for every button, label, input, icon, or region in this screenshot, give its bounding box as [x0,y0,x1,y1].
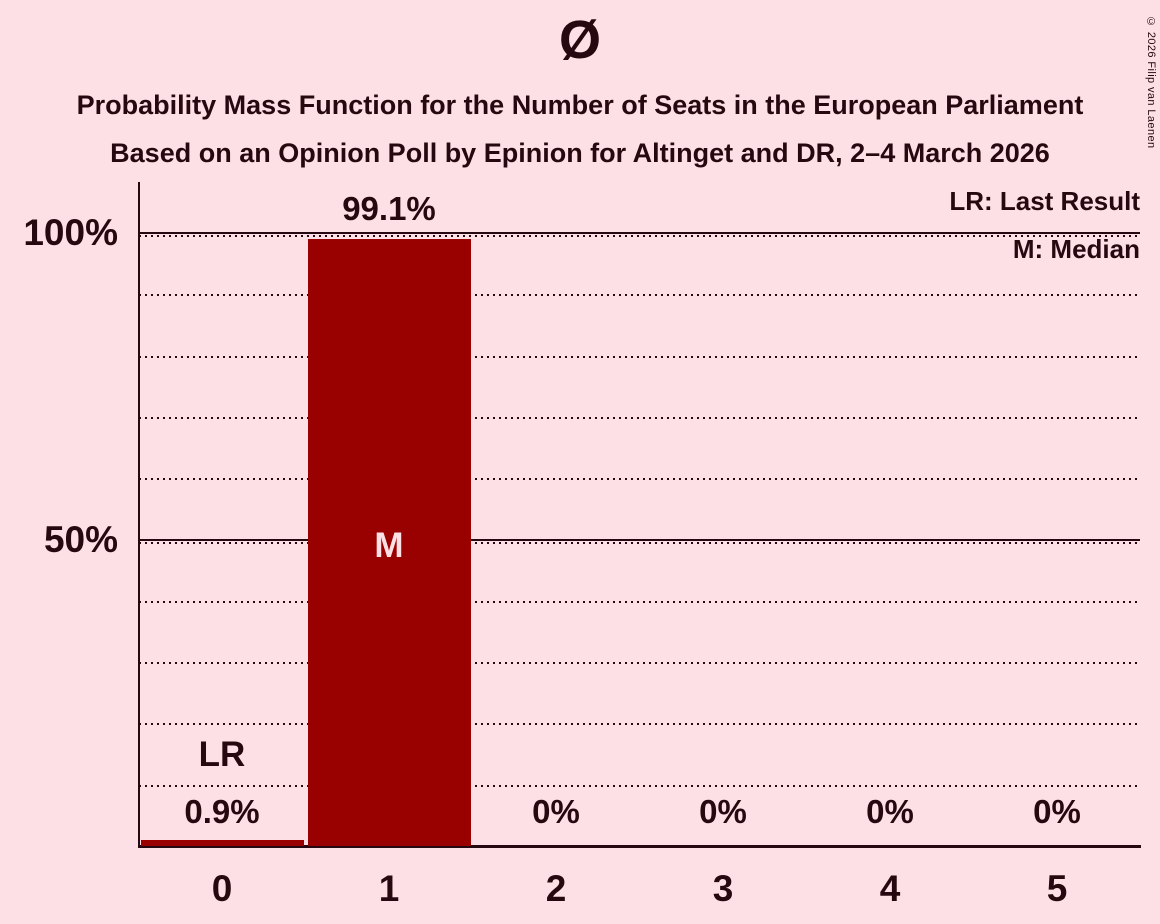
gridline-80 [139,356,1140,358]
gridline-50-dotted [139,542,1140,544]
x-tick-label-2: 2 [545,868,567,909]
gridline-90 [139,294,1140,296]
chart-subsubtitle: Based on an Opinion Poll by Epinion for … [110,138,1050,168]
value-label-4: 0% [866,793,914,830]
annotation-M: M [374,526,404,565]
y-axis-line [138,182,140,846]
x-tick-label-0: 0 [211,868,233,909]
gridline-30 [139,662,1140,664]
gridline-70 [139,417,1140,419]
gridline-100-dotted [139,235,1140,237]
gridline-50 [139,539,1140,541]
x-tick-label-4: 4 [879,868,901,909]
annotation-LR: LR [198,735,246,774]
copyright-note: © 2026 Filip van Laenen [1145,16,1157,149]
value-label-5: 0% [1033,793,1081,830]
y-axis-tick-50: 50% [43,519,118,560]
value-label-2: 0% [532,793,580,830]
y-axis-tick-100: 100% [23,212,118,253]
value-label-3: 0% [699,793,747,830]
gridline-60 [139,478,1140,480]
x-tick-label-5: 5 [1046,868,1068,909]
x-tick-label-3: 3 [712,868,734,909]
gridline-100 [139,232,1140,234]
x-tick-label-1: 1 [378,868,400,909]
chart-subtitle: Probability Mass Function for the Number… [76,90,1084,120]
x-axis-line [138,845,1141,848]
legend-median: M: Median [1012,234,1140,264]
chart-title: Ø [558,10,601,70]
legend-last-result: LR: Last Result [949,186,1140,216]
bar-seats-1 [308,239,471,846]
value-label-0: 0.9% [184,793,260,830]
bar-seats-0 [141,840,304,846]
gridline-20 [139,723,1140,725]
gridline-40 [139,601,1140,603]
gridline-10 [139,785,1140,787]
value-label-1: 99.1% [342,190,436,227]
